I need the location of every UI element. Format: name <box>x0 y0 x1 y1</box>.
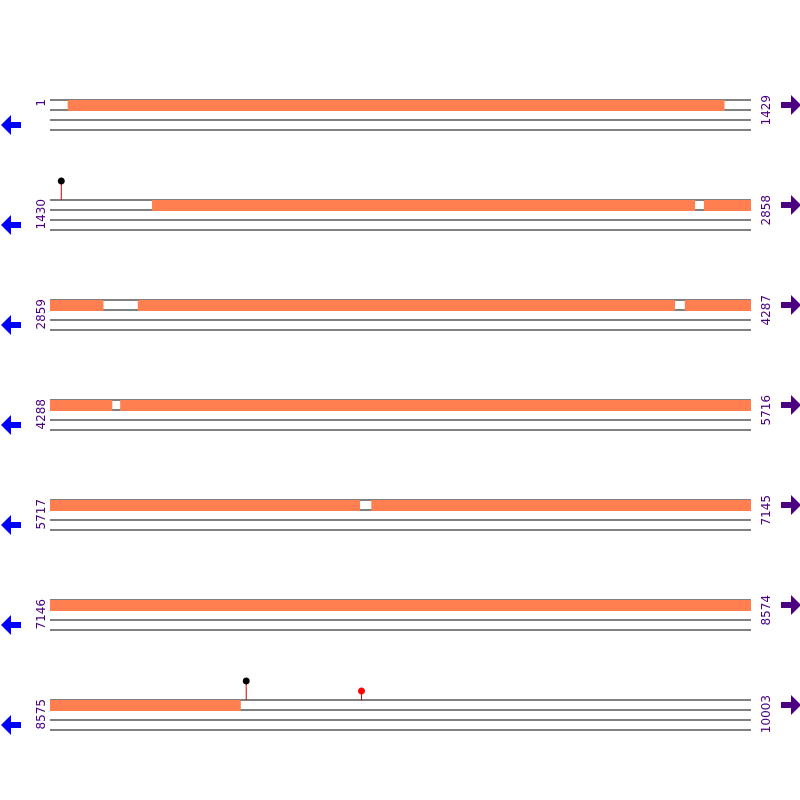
feature-block[interactable] <box>371 500 751 511</box>
arrow-right-icon[interactable] <box>781 495 800 515</box>
arrow-right-icon[interactable] <box>781 295 800 315</box>
sequence-row: 8575 10003 <box>1 677 800 735</box>
row-end-label: 1429 <box>759 95 773 126</box>
arrow-left-icon[interactable] <box>1 115 21 135</box>
row-end-label: 7145 <box>759 495 773 526</box>
marker-dot[interactable] <box>57 177 65 185</box>
arrow-right-icon[interactable] <box>781 395 800 415</box>
feature-block[interactable] <box>120 400 752 411</box>
row-end-label: 4287 <box>759 295 773 326</box>
arrow-right-icon[interactable] <box>781 595 800 615</box>
sequence-row: 1430 2858 <box>1 177 800 235</box>
row-start-label: 8575 <box>34 699 48 730</box>
feature-block[interactable] <box>67 100 725 111</box>
feature-block[interactable] <box>50 300 104 311</box>
marker-dot[interactable] <box>242 677 250 685</box>
arrow-left-icon[interactable] <box>1 715 21 735</box>
row-start-label: 4288 <box>34 399 48 430</box>
row-start-label: 1 <box>34 99 48 107</box>
sequence-row: 2859 4287 <box>1 295 800 335</box>
row-start-label: 1430 <box>34 199 48 230</box>
arrow-left-icon[interactable] <box>1 215 21 235</box>
row-start-label: 5717 <box>34 499 48 530</box>
feature-block[interactable] <box>684 300 751 311</box>
feature-block[interactable] <box>50 600 751 611</box>
row-end-label: 8574 <box>759 595 773 626</box>
arrow-right-icon[interactable] <box>781 95 800 115</box>
arrow-left-icon[interactable] <box>1 415 21 435</box>
arrow-right-icon[interactable] <box>781 695 800 715</box>
arrow-left-icon[interactable] <box>1 515 21 535</box>
row-end-label: 5716 <box>759 395 773 426</box>
feature-block[interactable] <box>137 300 675 311</box>
sequence-row: 1 1429 <box>1 95 800 135</box>
row-start-label: 7146 <box>34 599 48 630</box>
feature-block[interactable] <box>50 700 241 711</box>
marker-dot[interactable] <box>358 687 366 695</box>
row-end-label: 10003 <box>759 695 773 733</box>
arrow-right-icon[interactable] <box>781 195 800 215</box>
arrow-left-icon[interactable] <box>1 315 21 335</box>
row-start-label: 2859 <box>34 299 48 330</box>
sequence-row: 4288 5716 <box>1 395 800 435</box>
feature-block[interactable] <box>50 400 113 411</box>
feature-block[interactable] <box>50 500 361 511</box>
sequence-row: 5717 7145 <box>1 495 800 535</box>
feature-block[interactable] <box>152 200 696 211</box>
row-end-label: 2858 <box>759 195 773 226</box>
arrow-left-icon[interactable] <box>1 615 21 635</box>
sequence-row: 7146 8574 <box>1 595 800 635</box>
feature-block[interactable] <box>703 200 751 211</box>
